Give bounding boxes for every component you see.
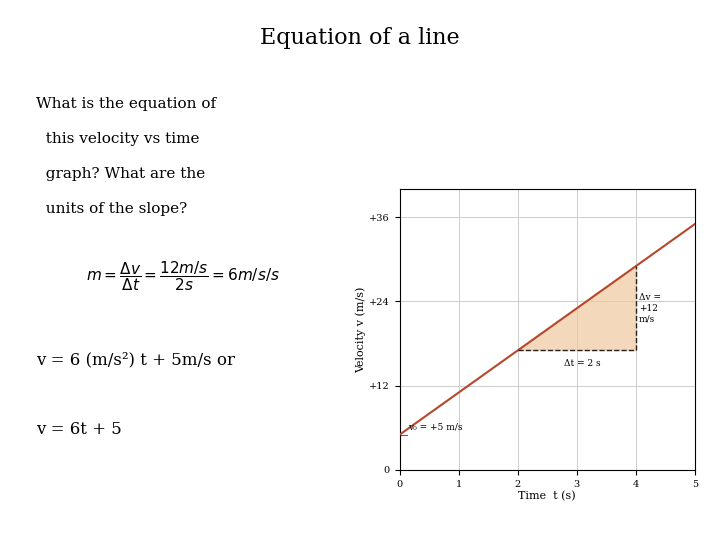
Text: Equation of a line: Equation of a line [260,27,460,49]
X-axis label: Time  t (s): Time t (s) [518,491,576,502]
Text: this velocity vs time: this velocity vs time [36,132,199,146]
Text: What is the equation of: What is the equation of [36,97,216,111]
Text: Δt = 2 s: Δt = 2 s [564,359,601,368]
Text: $m = \dfrac{\Delta v}{\Delta t} = \dfrac{12m/s}{2s} = 6m/s/s$: $m = \dfrac{\Delta v}{\Delta t} = \dfrac… [86,259,280,293]
Text: v = 6 (m/s²) t + 5m/s or: v = 6 (m/s²) t + 5m/s or [36,351,235,368]
Text: v₀ = +5 m/s: v₀ = +5 m/s [408,422,463,431]
Text: v = 6t + 5: v = 6t + 5 [36,421,122,438]
Polygon shape [518,266,636,350]
Text: units of the slope?: units of the slope? [36,202,187,217]
Text: graph? What are the: graph? What are the [36,167,205,181]
Text: Δv =
+12
m/s: Δv = +12 m/s [639,293,661,323]
Y-axis label: Velocity v (m/s): Velocity v (m/s) [356,286,366,373]
